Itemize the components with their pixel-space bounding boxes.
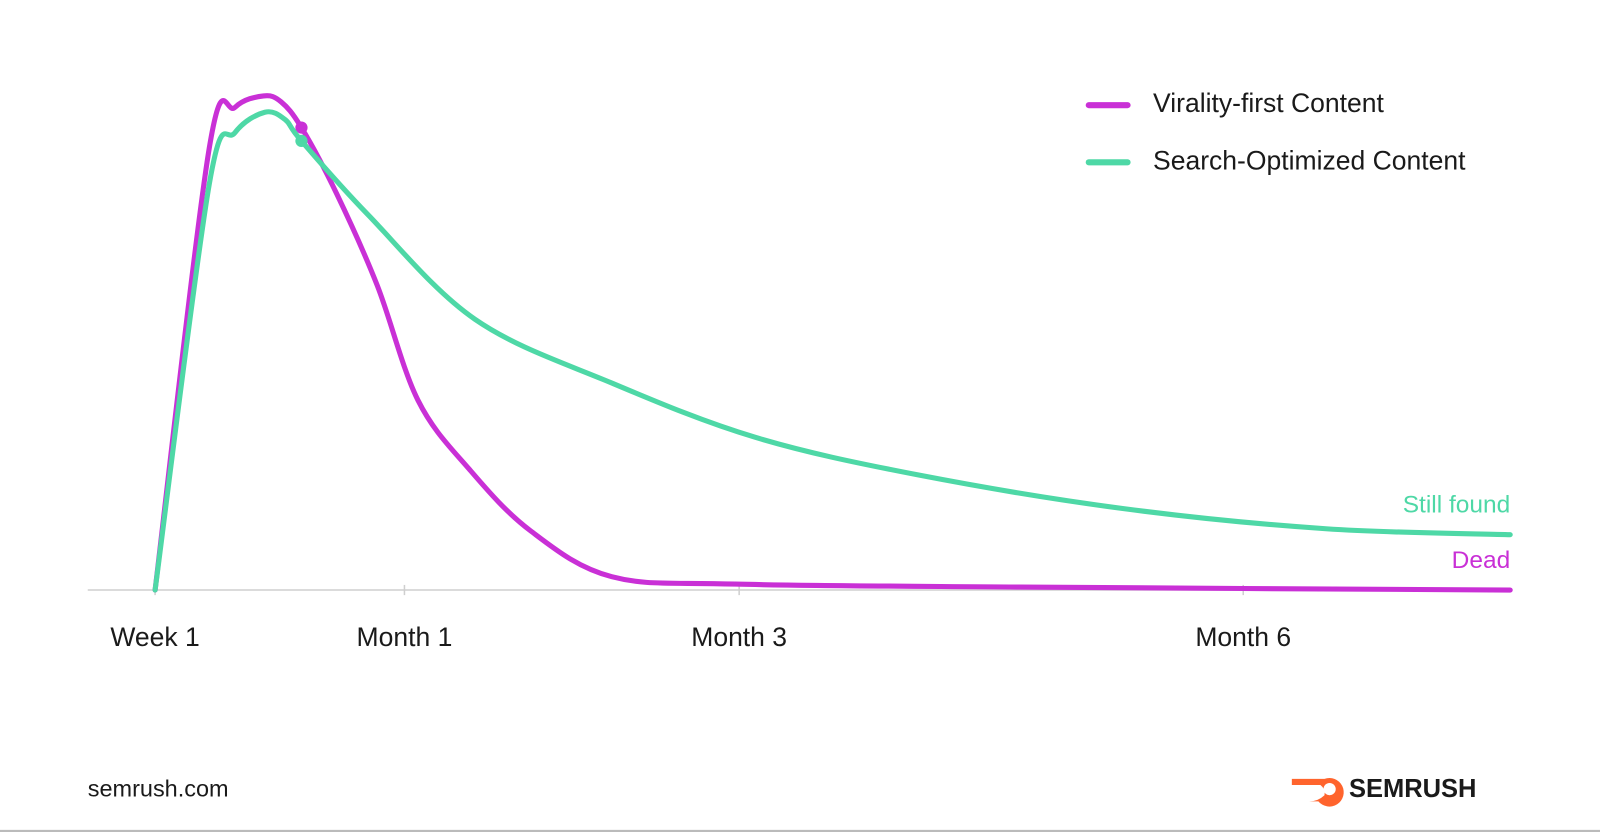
brand-logo: SEMRUSH — [1291, 775, 1476, 807]
brand: SEMRUSH — [1349, 775, 1476, 803]
crossover-dot — [295, 134, 308, 148]
series-line — [152, 93, 1513, 593]
annotation: Dead — [1452, 547, 1511, 574]
source: semrush.com — [88, 775, 229, 801]
x-tick-label: Week 1 — [110, 622, 199, 652]
x-tick-label: Month 6 — [1195, 622, 1291, 652]
crossover-dot — [295, 121, 308, 134]
legend-label: Virality-first Content — [1153, 88, 1384, 118]
annotation: Still found — [1403, 492, 1511, 519]
logo-eye — [1323, 782, 1336, 796]
x-tick-label: Month 3 — [691, 622, 787, 652]
x-tick-label: Month 1 — [357, 622, 453, 652]
series-line — [152, 109, 1513, 593]
legend-label: Search-Optimized Content — [1153, 145, 1466, 175]
